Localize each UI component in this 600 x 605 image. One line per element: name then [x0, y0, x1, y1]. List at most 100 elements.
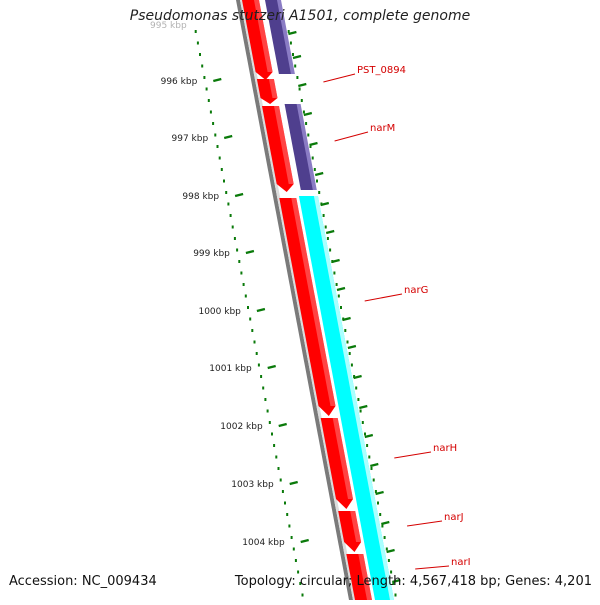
ruler-minor-tick: [289, 41, 292, 45]
gene-labels: PST_0894 narM narG narH narJ narI: [323, 65, 471, 570]
ruler-major-tick: [347, 344, 357, 350]
ruler-minor-tick: [209, 110, 212, 114]
ruler-minor-tick: [374, 490, 377, 493]
ruler-minor-tick: [240, 271, 243, 275]
ruler-minor-tick: [368, 455, 371, 459]
ruler-minor-tick: [275, 455, 278, 459]
gene-label-leader: [407, 520, 443, 527]
ruler-major-tick: [331, 258, 340, 264]
ruler-minor-tick: [333, 271, 336, 275]
gene-label-narj: narJ: [444, 512, 464, 523]
ruler-minor-tick: [279, 478, 282, 482]
map-title: Pseudomonas stutzeri A1501, complete gen…: [129, 8, 471, 24]
tick-label: 1002 kbp: [220, 422, 263, 432]
ruler-minor-tick: [366, 444, 369, 447]
ruler-minor-tick: [299, 582, 302, 585]
backbone-highlight: [240, 0, 356, 600]
gene-label-leader: [415, 565, 450, 570]
ruler-minor-tick: [277, 467, 280, 470]
ruler-minor-tick: [199, 53, 201, 56]
ruler-minor-tick: [387, 559, 390, 562]
ruler-minor-tick: [268, 421, 271, 424]
ruler-major-tick: [298, 82, 307, 88]
tick-label: 998 kbp: [182, 192, 219, 202]
cds-operon-block: [298, 196, 394, 600]
ruler-minor-tick: [203, 76, 206, 79]
ruler-major-tick: [300, 538, 309, 544]
ruler-ticks: 995 kbp 996 kbp 997 kbp 998 kbp 999 kbp 1000 …: [150, 21, 401, 597]
ruler-minor-tick: [348, 352, 351, 355]
ruler-major-tick: [375, 490, 384, 496]
ruler-minor-tick: [383, 536, 386, 539]
ruler-minor-tick: [242, 283, 245, 286]
ruler-minor-tick: [296, 76, 299, 79]
ruler-minor-tick: [340, 306, 342, 309]
cds-reverse-shade: [296, 104, 317, 190]
cds-forward-shade: [254, 0, 273, 72]
ruler-major-tick: [292, 54, 302, 60]
ruler-minor-tick: [216, 145, 219, 148]
ruler-minor-tick: [223, 179, 225, 183]
tick-label: 996 kbp: [161, 77, 198, 87]
ruler-major-tick: [353, 374, 362, 380]
ruler-minor-tick: [337, 294, 340, 298]
ruler-major-tick: [223, 134, 233, 140]
ruler-major-tick: [359, 404, 368, 410]
ruler-minor-tick: [266, 409, 269, 413]
ruler-minor-tick: [238, 260, 241, 263]
ruler-minor-tick: [290, 536, 293, 539]
ruler-major-tick: [342, 316, 351, 322]
ruler-major-tick: [336, 286, 346, 292]
ruler-minor-tick: [287, 30, 290, 33]
gene-label-leader: [323, 73, 356, 83]
ruler-minor-tick: [292, 53, 294, 56]
ruler-minor-tick: [359, 409, 362, 413]
ruler-minor-tick: [361, 421, 364, 424]
ruler-minor-tick: [225, 191, 228, 194]
track-bands: [236, 0, 356, 600]
genome-summary-text: Topology: circular; Length: 4,567,418 bp…: [234, 574, 592, 589]
cds-reverse-block: [284, 104, 316, 190]
cds-forward-shade: [332, 418, 353, 499]
ruler-minor-tick: [220, 168, 223, 171]
gene-label-leader: [364, 293, 403, 302]
ruler-minor-tick: [302, 110, 305, 114]
gene-label-narm: narM: [370, 123, 395, 134]
ruler-minor-tick: [212, 122, 215, 125]
ruler-minor-tick: [322, 214, 325, 217]
ruler-major-tick: [309, 141, 318, 147]
ruler-minor-tick: [288, 524, 291, 528]
ruler-major-tick: [325, 229, 335, 235]
ruler-minor-tick: [355, 386, 358, 390]
ruler-minor-tick: [292, 547, 295, 551]
tick-label: 1000 kbp: [198, 307, 241, 317]
ruler-minor-tick: [262, 386, 265, 390]
gene-label-pst_0894: PST_0894: [357, 65, 406, 76]
ruler-minor-tick: [318, 191, 321, 194]
ruler-major-tick: [364, 433, 374, 439]
ruler-minor-tick: [249, 317, 252, 321]
ruler-minor-tick: [297, 570, 300, 574]
ruler-major-tick: [278, 422, 287, 428]
cds-forward-shade: [274, 106, 294, 184]
tick-label: 1001 kbp: [209, 364, 252, 374]
cds-forward-arrow: [320, 418, 353, 509]
ruler-minor-tick: [294, 64, 297, 68]
ruler-major-tick: [303, 111, 313, 117]
tick-label: 1004 kbp: [242, 538, 285, 548]
feature-track: [242, 0, 394, 600]
ruler-minor-tick: [370, 467, 373, 470]
ruler-minor-tick: [273, 444, 276, 447]
ruler-major-tick: [256, 307, 266, 313]
ruler-minor-tick: [309, 145, 312, 148]
ruler-major-tick: [320, 201, 330, 207]
ruler-minor-tick: [284, 501, 286, 505]
ruler-minor-tick: [260, 375, 263, 378]
ruler-minor-tick: [311, 156, 314, 160]
ruler-minor-tick: [231, 225, 234, 229]
cds-forward-arrow: [279, 198, 336, 416]
ruler-minor-tick: [301, 593, 304, 597]
ruler-minor-tick: [346, 340, 349, 344]
ruler-minor-tick: [353, 375, 356, 378]
